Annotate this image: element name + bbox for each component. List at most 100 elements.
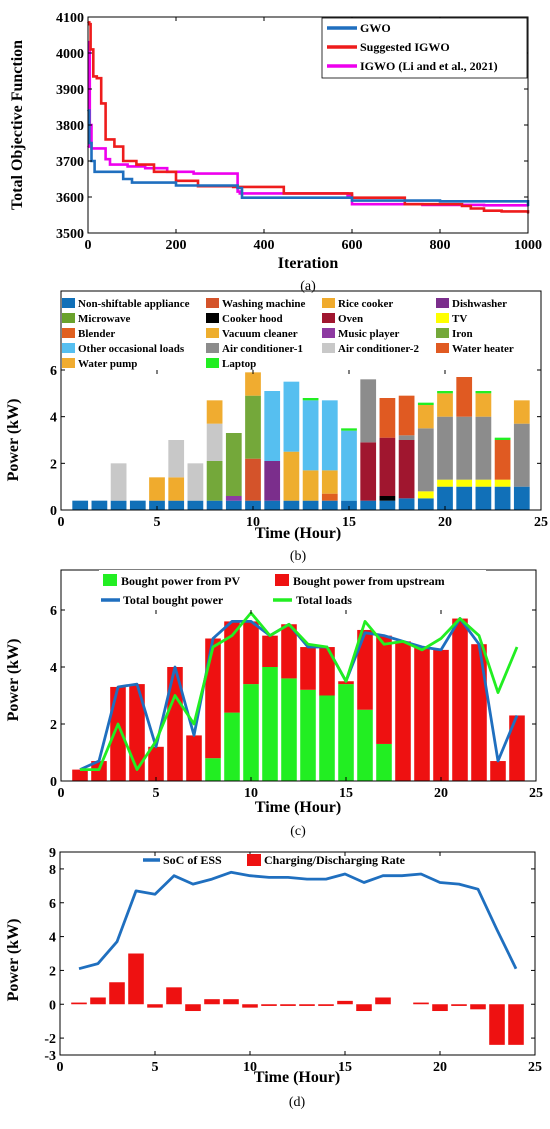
chart-d-xtick-label: 10 bbox=[243, 1060, 257, 1075]
bar-charging-discharging-rate bbox=[318, 1004, 334, 1006]
bar-charging-discharging-rate bbox=[470, 1004, 486, 1010]
legend-label-suggested-igwo: Suggested IGWO bbox=[360, 40, 450, 54]
legend-label-music-player: Music player bbox=[338, 328, 400, 340]
chart-a-ytick-label: 4000 bbox=[56, 47, 84, 62]
chart-c-xtick-label: 15 bbox=[339, 786, 353, 801]
chart-d-ytick-label: 0 bbox=[49, 998, 56, 1013]
bar-bought-power-from-upstream bbox=[395, 641, 411, 781]
bar-air-conditioner-2 bbox=[187, 463, 204, 501]
bar-charging-discharging-rate bbox=[337, 1000, 353, 1005]
legend-swatch-rice-cooker bbox=[322, 298, 335, 308]
bar-air-conditioner-1 bbox=[475, 416, 492, 480]
chart-a-ytick-label: 3600 bbox=[56, 191, 84, 206]
bar-bought-power-from-upstream bbox=[452, 618, 468, 781]
chart-b-ylabel: Power (kW) bbox=[5, 399, 22, 482]
bar-bought-power-from-upstream bbox=[433, 649, 449, 781]
bar-bought-power-from-upstream bbox=[490, 761, 506, 781]
bar-water-pump bbox=[206, 400, 223, 424]
bar-non-shiftable-appliance bbox=[129, 500, 146, 510]
bar-water-heater bbox=[398, 395, 415, 436]
series-point-suggested-igwo bbox=[88, 23, 91, 26]
legend-swatch-water-pump bbox=[62, 358, 75, 368]
chart-b-xlabel: Time (Hour) bbox=[255, 525, 341, 542]
chart-b-xtick-label: 0 bbox=[58, 515, 65, 530]
bar-charging-discharging-rate bbox=[413, 1002, 429, 1005]
bar-water-heater bbox=[494, 440, 511, 480]
chart-a-ytick-label: 3700 bbox=[56, 155, 84, 170]
bar-charging-discharging-rate bbox=[508, 1004, 524, 1045]
bar-iron bbox=[206, 461, 223, 501]
bar-bought-power-from-upstream bbox=[224, 621, 240, 713]
series-point-gwo bbox=[88, 142, 91, 144]
bar-non-shiftable-appliance bbox=[225, 500, 242, 510]
legend-label-vacuum-cleaner: Vacuum cleaner bbox=[222, 328, 298, 340]
caption-d: (d) bbox=[289, 1095, 306, 1110]
bar-laptop bbox=[475, 391, 492, 394]
chart-d-xtick-label: 25 bbox=[528, 1060, 542, 1075]
legend-label-air-conditioner-2: Air conditioner-2 bbox=[338, 343, 419, 355]
chart-b-xtick-label: 20 bbox=[438, 515, 452, 530]
bar-rice-cooker bbox=[149, 477, 165, 501]
bar-charging-discharging-rate bbox=[489, 1004, 505, 1045]
bar-oven bbox=[398, 440, 415, 499]
bar-bought-power-from-upstream bbox=[148, 746, 164, 781]
bar-charging-discharging-rate bbox=[185, 1004, 201, 1012]
series-point-gwo bbox=[93, 171, 96, 173]
chart-d-ytick-label: -3 bbox=[44, 1049, 56, 1064]
bar-non-shiftable-appliance bbox=[245, 500, 261, 510]
series-point-igwo-li-and-et-al-2021 bbox=[483, 204, 485, 207]
legend-swatch-air-conditioner-2 bbox=[322, 343, 335, 353]
bar-bought-power-from-pv bbox=[319, 695, 335, 781]
bar-laptop bbox=[417, 402, 434, 405]
bar-other-occasional-loads bbox=[321, 400, 338, 471]
bar-laptop bbox=[341, 428, 357, 431]
bar-water-heater bbox=[456, 377, 473, 417]
chart-c: 0 5 10 15 20 25 0 2 4 6 Bought power from PV Boug… bbox=[5, 569, 543, 839]
chart-d-ylabel: Power (kW) bbox=[5, 919, 22, 1002]
chart-b-xtick-label: 15 bbox=[342, 515, 356, 530]
bar-other-occasional-loads bbox=[341, 430, 357, 501]
series-point-gwo bbox=[241, 196, 243, 199]
chart-d-ytick-label: 2 bbox=[49, 964, 56, 979]
bar-charging-discharging-rate bbox=[375, 997, 391, 1005]
legend-label-microwave: Microwave bbox=[78, 313, 130, 325]
legend-label-dishwasher: Dishwasher bbox=[452, 298, 507, 310]
legend-label-rice-cooker: Rice cooker bbox=[338, 298, 393, 310]
bar-non-shiftable-appliance bbox=[72, 500, 89, 510]
bar-vacuum-cleaner bbox=[321, 470, 338, 494]
bar-air-conditioner-2 bbox=[110, 463, 127, 501]
chart-b-ticks: 0 5 10 15 20 25 0 2 4 6 bbox=[50, 364, 548, 530]
bar-bought-power-from-pv bbox=[224, 712, 240, 781]
bar-bought-power-from-upstream bbox=[262, 635, 278, 667]
chart-a-ytick-label: 3500 bbox=[56, 227, 84, 242]
bar-non-shiftable-appliance bbox=[91, 500, 108, 510]
legend-label-non-shiftable-appliance: Non-shiftable appliance bbox=[78, 298, 190, 310]
legend-label-washing-machine: Washing machine bbox=[222, 298, 306, 310]
legend-swatch-cooker-hood bbox=[206, 313, 219, 323]
chart-a-xtick-label: 0 bbox=[85, 238, 92, 253]
legend-label-gwo: GWO bbox=[360, 21, 391, 35]
chart-c-xtick-label: 10 bbox=[244, 786, 258, 801]
bar-other-occasional-loads bbox=[302, 400, 319, 471]
bar-other-occasional-loads bbox=[264, 391, 281, 461]
series-point-igwo-li-and-et-al-2021 bbox=[351, 203, 353, 205]
series-point-igwo-li-and-et-al-2021 bbox=[236, 190, 239, 193]
bar-rice-cooker bbox=[168, 477, 185, 501]
bar-bought-power-from-upstream bbox=[281, 624, 297, 679]
bar-bought-power-from-pv bbox=[376, 743, 392, 781]
chart-a-ytick-label: 3900 bbox=[56, 83, 84, 98]
bar-non-shiftable-appliance bbox=[341, 500, 357, 510]
legend-label-blender: Blender bbox=[78, 328, 115, 340]
bar-bought-power-from-upstream bbox=[72, 769, 88, 781]
legend-swatch-iron bbox=[436, 328, 449, 338]
chart-c-xtick-label: 20 bbox=[434, 786, 448, 801]
bar-non-shiftable-appliance bbox=[456, 486, 473, 510]
bar-oven bbox=[360, 442, 377, 501]
chart-d-xtick-label: 0 bbox=[57, 1060, 64, 1075]
series-point-igwo-li-and-et-al-2021 bbox=[144, 167, 146, 169]
bar-charging-discharging-rate bbox=[223, 999, 239, 1005]
bar-air-conditioner-2 bbox=[168, 440, 185, 478]
legend-label-cooker-hood: Cooker hood bbox=[222, 313, 283, 325]
bar-charging-discharging-rate bbox=[166, 987, 182, 1005]
bar-non-shiftable-appliance bbox=[398, 498, 415, 510]
